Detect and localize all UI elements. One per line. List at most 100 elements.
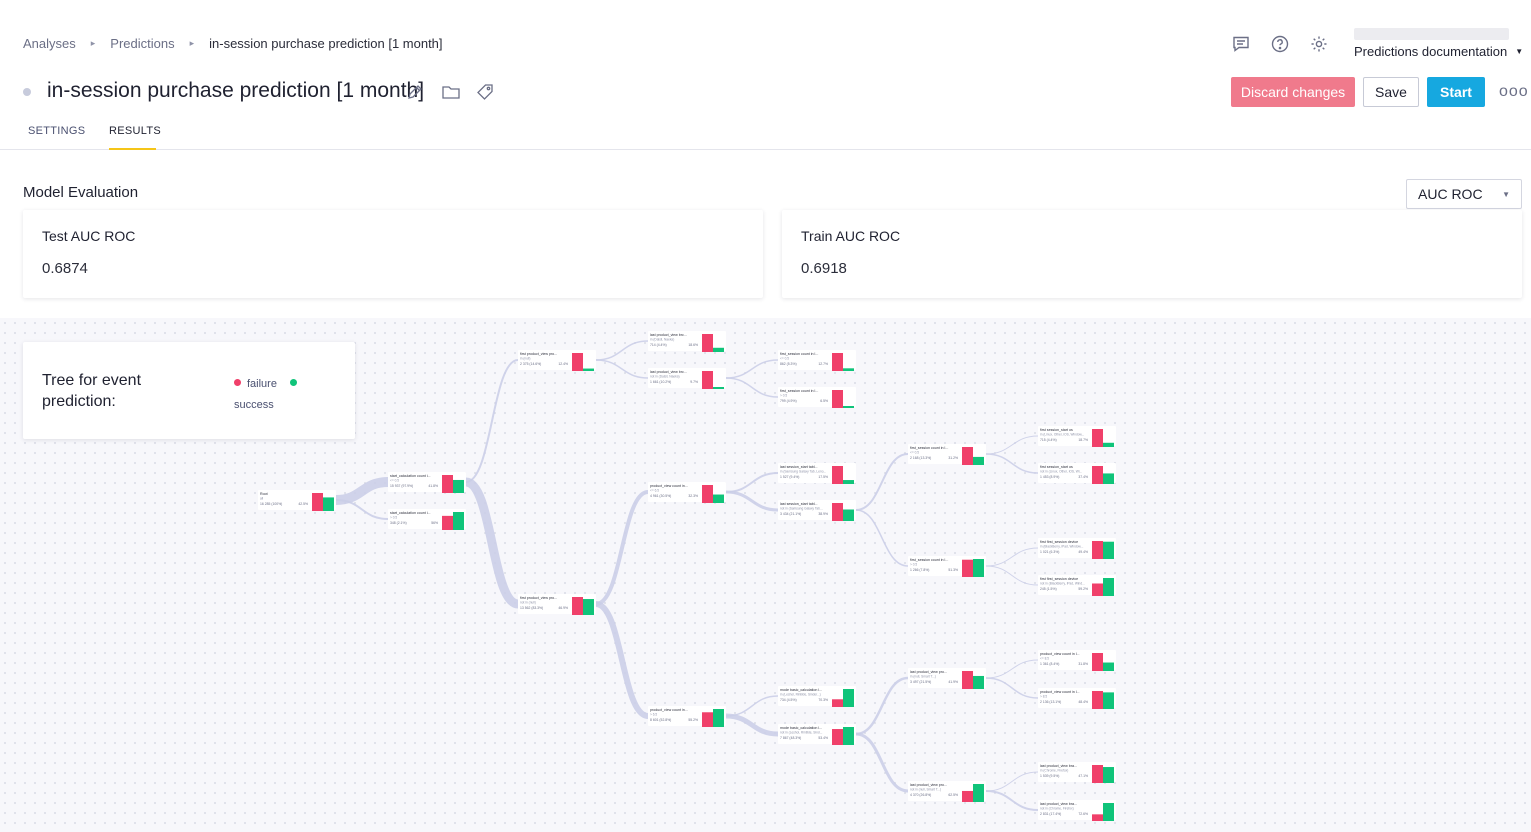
tree-node-condition: in (Dalsil, Naeka) <box>650 338 674 342</box>
failure-bar <box>1092 765 1103 783</box>
tree-node-success-rate: 48.4% <box>1078 700 1088 704</box>
tree-node-title: last product_view pro... <box>910 670 947 674</box>
tree-link <box>595 359 649 379</box>
tree-link <box>985 547 1039 567</box>
metric-select-value: AUC ROC <box>1418 186 1483 202</box>
tab-bar: SETTINGS RESULTS <box>0 118 1531 150</box>
tree-node-condition: not in (null, Smart T...) <box>910 788 941 792</box>
tree-node[interactable]: last product_view brc...in (Dalsil, Naek… <box>648 331 726 352</box>
tree-node[interactable]: last product_view brc...not in (Dalsil, … <box>648 368 726 389</box>
success-bar <box>453 512 464 530</box>
tree-node-success-rate: 12.7% <box>818 362 828 366</box>
tree-node-title: mode basic_calculation l... <box>780 726 822 730</box>
save-button[interactable]: Save <box>1363 77 1419 107</box>
user-menu[interactable]: Predictions documentation ▼ <box>1354 28 1524 59</box>
tree-node[interactable]: last product_view pro...not in (null, Sm… <box>908 781 986 802</box>
tree-link <box>855 509 909 567</box>
tree-node[interactable]: first_session count in l...<= 0.52 168 (… <box>908 444 986 465</box>
tree-node[interactable]: product_view count in...<= 6.54 961 (30.… <box>648 482 726 503</box>
tree-node-condition: in (null) <box>520 357 530 361</box>
tree-node-title: last product_view brc... <box>650 333 687 337</box>
failure-dot-icon <box>234 379 241 386</box>
tree-node-condition: in (Samsung Galaxy Tab, Leno... <box>780 470 826 474</box>
start-button[interactable]: Start <box>1427 77 1485 107</box>
tree-node[interactable]: last session_start tabl...in (Samsung Ga… <box>778 463 856 484</box>
tree-link <box>595 490 649 606</box>
success-bar <box>843 727 854 745</box>
tree-node-count: 1 539 (9.5%) <box>1040 774 1059 778</box>
tree-node[interactable]: mode basic_calculation l...in (Leshol, R… <box>778 686 856 707</box>
tree-node-title: first_session count in l... <box>910 558 948 562</box>
tree-node[interactable]: product_view count in...> 6.58 601 (52.8… <box>648 706 726 727</box>
tree-node-condition: in (Linux, Other, iOS, Window... <box>1040 433 1084 437</box>
tree-node-title: first product_view pro... <box>520 596 557 600</box>
tree-node-condition: <= 6.5 <box>650 489 659 493</box>
tree-node[interactable]: first product_view pro...not in (null)13… <box>518 594 596 615</box>
help-icon[interactable] <box>1269 33 1291 55</box>
tab-results[interactable]: RESULTS <box>109 125 162 137</box>
more-options-icon[interactable]: ooo <box>1499 83 1529 100</box>
tree-node-count: 348 (2.1%) <box>390 521 407 525</box>
success-bar <box>713 494 724 503</box>
tree-link <box>595 340 649 361</box>
breadcrumb-predictions[interactable]: Predictions <box>110 36 175 51</box>
failure-bar <box>962 671 973 689</box>
failure-bar <box>832 353 843 371</box>
tree-node[interactable]: mode basic_calculation l...not in (Lesho… <box>778 724 856 745</box>
tree-link <box>595 601 649 719</box>
discard-changes-button[interactable]: Discard changes <box>1231 77 1355 107</box>
tree-node-title: last product_view pro... <box>910 783 947 787</box>
tree-node-success-rate: 42.5% <box>298 502 308 506</box>
tree-node[interactable]: last product_view bra...not in (Chrome, … <box>1038 800 1116 821</box>
tree-node-title: first session_start os <box>1040 428 1073 432</box>
tree-node-success-rate: 31.8% <box>1078 662 1088 666</box>
tree-node-count: 3 434 (21.1%) <box>780 512 801 516</box>
success-bar <box>843 509 854 521</box>
tree-node-condition: <= 0.5 <box>780 357 789 361</box>
tree-node-condition: not in (Linux, Other, iOS, Wi... <box>1040 470 1082 474</box>
tab-settings[interactable]: SETTINGS <box>28 125 86 137</box>
legend-success: success <box>234 399 274 411</box>
failure-bar <box>702 712 713 727</box>
gear-icon[interactable] <box>1308 33 1330 55</box>
tree-node-title: first first_session device <box>1040 577 1078 581</box>
tree-node[interactable]: product_view count in l...<= 8.51 361 (8… <box>1038 650 1116 671</box>
failure-bar <box>572 597 583 615</box>
metric-select[interactable]: AUC ROC ▼ <box>1406 179 1522 209</box>
tree-node-success-rate: 46.9% <box>558 606 568 610</box>
tree-node[interactable]: product_view count in l...> 8.52 136 (13… <box>1038 688 1116 709</box>
tree-node-success-rate: 6.5% <box>820 399 828 403</box>
success-bar <box>843 406 854 408</box>
success-bar <box>1103 662 1114 671</box>
failure-bar <box>1092 466 1103 484</box>
tree-node[interactable]: last session_start tabl...not in (Samsun… <box>778 500 856 521</box>
tree-node-success-rate: 17.5% <box>818 475 828 479</box>
tree-link <box>335 499 389 520</box>
tag-icon[interactable] <box>476 83 496 103</box>
tree-node[interactable]: start_calculation count i...<= 0.515 937… <box>388 472 466 493</box>
tree-title: Tree for event prediction: <box>42 372 142 410</box>
tree-node-title: last product_view bra... <box>1040 802 1077 806</box>
metric-card-value: 0.6918 <box>801 260 847 277</box>
tree-node-success-rate: 47.1% <box>1078 774 1088 778</box>
breadcrumb-analyses[interactable]: Analyses <box>23 36 76 51</box>
docs-link[interactable]: Predictions documentation <box>1354 44 1508 59</box>
success-bar <box>843 689 854 707</box>
tree-node[interactable]: first product_view pro...in (null)2 375 … <box>518 350 596 371</box>
tree-node[interactable]: last product_view pro...in (null, Smart … <box>908 668 986 689</box>
tree-node-condition: <= 0.5 <box>390 479 399 483</box>
comment-icon[interactable] <box>1230 33 1252 55</box>
tree-node[interactable]: last product_view bra...in (Chrome, Fire… <box>1038 762 1116 783</box>
folder-icon[interactable] <box>441 83 461 103</box>
tree-node[interactable]: first_session count in l...> 0.51 266 (7… <box>908 556 986 577</box>
pencil-icon[interactable] <box>406 83 426 103</box>
